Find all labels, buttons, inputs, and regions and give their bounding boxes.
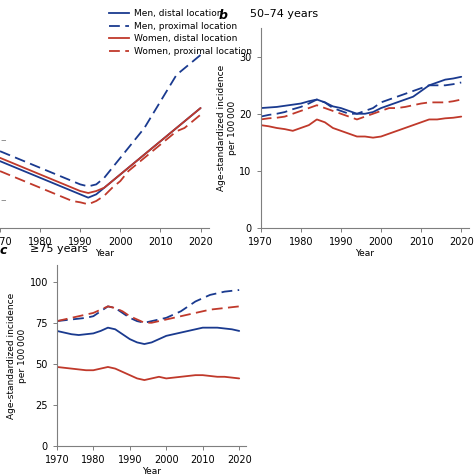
Text: b: b [219,9,228,21]
X-axis label: Year: Year [95,249,114,258]
Text: –: – [0,195,6,205]
Y-axis label: Age-standardized incidence
per 100 000: Age-standardized incidence per 100 000 [217,65,237,191]
Text: –: – [0,135,6,145]
Text: c: c [0,244,8,257]
X-axis label: Year: Year [142,467,161,474]
X-axis label: Year: Year [356,249,374,258]
Legend: Men, distal location, Men, proximal location, Women, distal location, Women, pro: Men, distal location, Men, proximal loca… [109,9,252,56]
Y-axis label: Age-standardized incidence
per 100 000: Age-standardized incidence per 100 000 [7,292,27,419]
Text: ≥75 years: ≥75 years [30,244,88,254]
Text: 50–74 years: 50–74 years [250,9,319,18]
